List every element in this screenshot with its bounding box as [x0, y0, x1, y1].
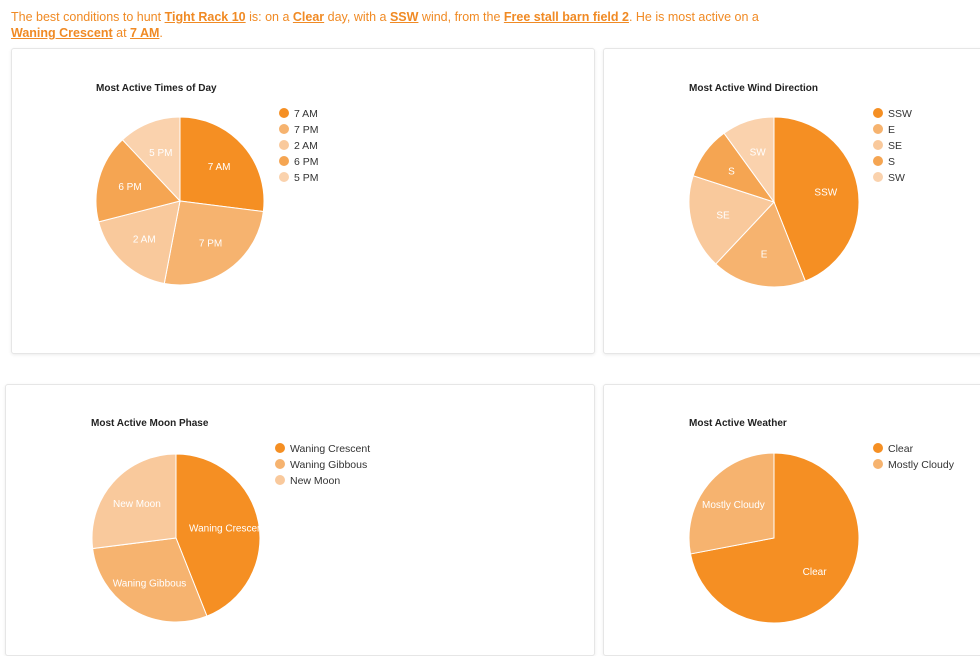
- summary-text: day, with a: [324, 10, 390, 24]
- legend-swatch-se: [873, 140, 883, 150]
- legend-label-se[interactable]: SE: [888, 140, 902, 152]
- pie-slice-clear[interactable]: [689, 452, 860, 624]
- pie-slice-sw[interactable]: [723, 116, 775, 204]
- pie-slice-7-pm[interactable]: [163, 200, 264, 286]
- pie-slice-mostly-cloudy[interactable]: [688, 452, 775, 555]
- legend-swatch-6-pm: [279, 156, 289, 166]
- legend-swatch-e: [873, 124, 883, 134]
- slice-label-se: SE: [716, 211, 730, 222]
- legend-swatch-waning-crescent: [275, 443, 285, 453]
- legend-label-clear[interactable]: Clear: [888, 443, 914, 455]
- times-of-day-pie-chart: Most Active Times of Day 7 AM 7 PM 2 AM 6 PM…: [95, 83, 319, 286]
- slice-label-new-moon: New Moon: [113, 499, 161, 510]
- slice-label-e: E: [761, 249, 768, 260]
- slice-label-2-am: 2 AM: [133, 235, 156, 246]
- pie-slice-e[interactable]: [715, 201, 806, 288]
- pie-slice-2-am[interactable]: [98, 200, 181, 285]
- pie-slice-waning-gibbous[interactable]: [92, 537, 208, 623]
- slice-label-ssw: SSW: [814, 188, 837, 199]
- summary-text: . He is most active on a: [628, 10, 759, 24]
- legend-swatch-mostly-cloudy: [873, 459, 883, 469]
- moon-phase-pie-chart: Most Active Moon Phase Waning Crescent Wan…: [91, 418, 370, 623]
- times-of-day-card: Most Active Times of Day 7 AM 7 PM 2 AM 6 PM…: [11, 48, 595, 354]
- summary-text: wind, from the: [418, 10, 504, 24]
- legend-swatch-clear: [873, 443, 883, 453]
- legend-swatch-7-am: [279, 108, 289, 118]
- location-link[interactable]: Free stall barn field 2: [503, 10, 629, 24]
- legend-label-new-moon[interactable]: New Moon: [290, 475, 340, 487]
- summary-text: is: on a: [245, 10, 293, 24]
- legend-label-2-am[interactable]: 2 AM: [294, 140, 318, 152]
- wind-direction-card: Most Active Wind Direction SSW E SE S SW SSW E S…: [603, 48, 980, 354]
- legend-label-s[interactable]: S: [888, 156, 895, 168]
- wind-direction-pie-chart: Most Active Wind DirectionSSWESESSWSSWES…: [688, 83, 912, 288]
- legend-swatch-2-am: [279, 140, 289, 150]
- legend-label-e[interactable]: E: [888, 124, 895, 136]
- weather-link[interactable]: Clear: [292, 10, 325, 24]
- pie-slice-7-am[interactable]: [179, 116, 265, 213]
- slice-label-6-pm: 6 PM: [118, 182, 141, 193]
- legend-label-waning-gibbous[interactable]: Waning Gibbous: [290, 459, 367, 471]
- slice-label-5-pm: 5 PM: [149, 148, 172, 159]
- time-link[interactable]: 7 AM: [130, 26, 160, 40]
- legend-swatch-7-pm: [279, 124, 289, 134]
- legend-swatch-ssw: [873, 108, 883, 118]
- legend-swatch-waning-gibbous: [275, 459, 285, 469]
- legend-label-waning-crescent[interactable]: Waning Crescent: [290, 443, 370, 455]
- legend-swatch-s: [873, 156, 883, 166]
- weather-card: Most Active Weather Clear Mostly Cloudy Cle…: [603, 384, 980, 656]
- pie-slice-se[interactable]: [688, 175, 775, 265]
- hunter-link[interactable]: Tight Rack 10: [164, 10, 246, 24]
- best-conditions-summary: The best conditions to hunt Tight Rack 1…: [11, 9, 771, 41]
- pie-slice-5-pm[interactable]: [121, 116, 181, 203]
- chart-title: Most Active Moon Phase: [91, 418, 209, 429]
- pie-slice-waning-crescent[interactable]: [175, 453, 261, 617]
- slice-label-7-pm: 7 PM: [199, 239, 222, 250]
- legend-label-mostly-cloudy[interactable]: Mostly Cloudy: [888, 459, 955, 471]
- legend-swatch-new-moon: [275, 475, 285, 485]
- slice-label-waning-crescent: Waning Crescent: [189, 524, 266, 535]
- chart-title: Most Active Wind Direction: [689, 83, 818, 94]
- moon-phase-link[interactable]: Waning Crescent: [11, 26, 113, 40]
- summary-text: .: [159, 26, 163, 40]
- slice-label-sw: SW: [750, 147, 767, 158]
- weather-pie-chart: Most Active Weather Clear Mostly Cloudy Cle…: [688, 418, 955, 624]
- pie-slice-ssw[interactable]: [773, 116, 860, 282]
- summary-text: The best conditions to hunt: [11, 10, 165, 24]
- legend-label-6-pm[interactable]: 6 PM: [294, 156, 319, 168]
- slice-label-mostly-cloudy: Mostly Cloudy: [702, 500, 765, 511]
- slice-label-7-am: 7 AM: [208, 162, 231, 173]
- slice-label-s: S: [728, 167, 735, 178]
- legend-label-7-pm[interactable]: 7 PM: [294, 124, 319, 136]
- wind-link[interactable]: SSW: [389, 10, 419, 24]
- legend-swatch-5-pm: [279, 172, 289, 182]
- legend-label-5-pm[interactable]: 5 PM: [294, 172, 319, 184]
- chart-title: Most Active Weather: [689, 418, 787, 429]
- chart-title: Most Active Times of Day: [96, 83, 217, 94]
- moon-phase-card: Most Active Moon Phase Waning Crescent Wan…: [5, 384, 595, 656]
- legend-label-sw[interactable]: SW: [888, 172, 905, 184]
- legend-swatch-sw: [873, 172, 883, 182]
- legend-label-7-am[interactable]: 7 AM: [294, 108, 318, 120]
- legend-label-ssw[interactable]: SSW: [888, 108, 912, 120]
- summary-text: at: [112, 26, 131, 40]
- slice-label-clear: Clear: [803, 567, 828, 578]
- pie-slice-6-pm[interactable]: [95, 139, 181, 223]
- slice-label-waning-gibbous: Waning Gibbous: [113, 578, 187, 589]
- pie-slice-new-moon[interactable]: [91, 453, 177, 550]
